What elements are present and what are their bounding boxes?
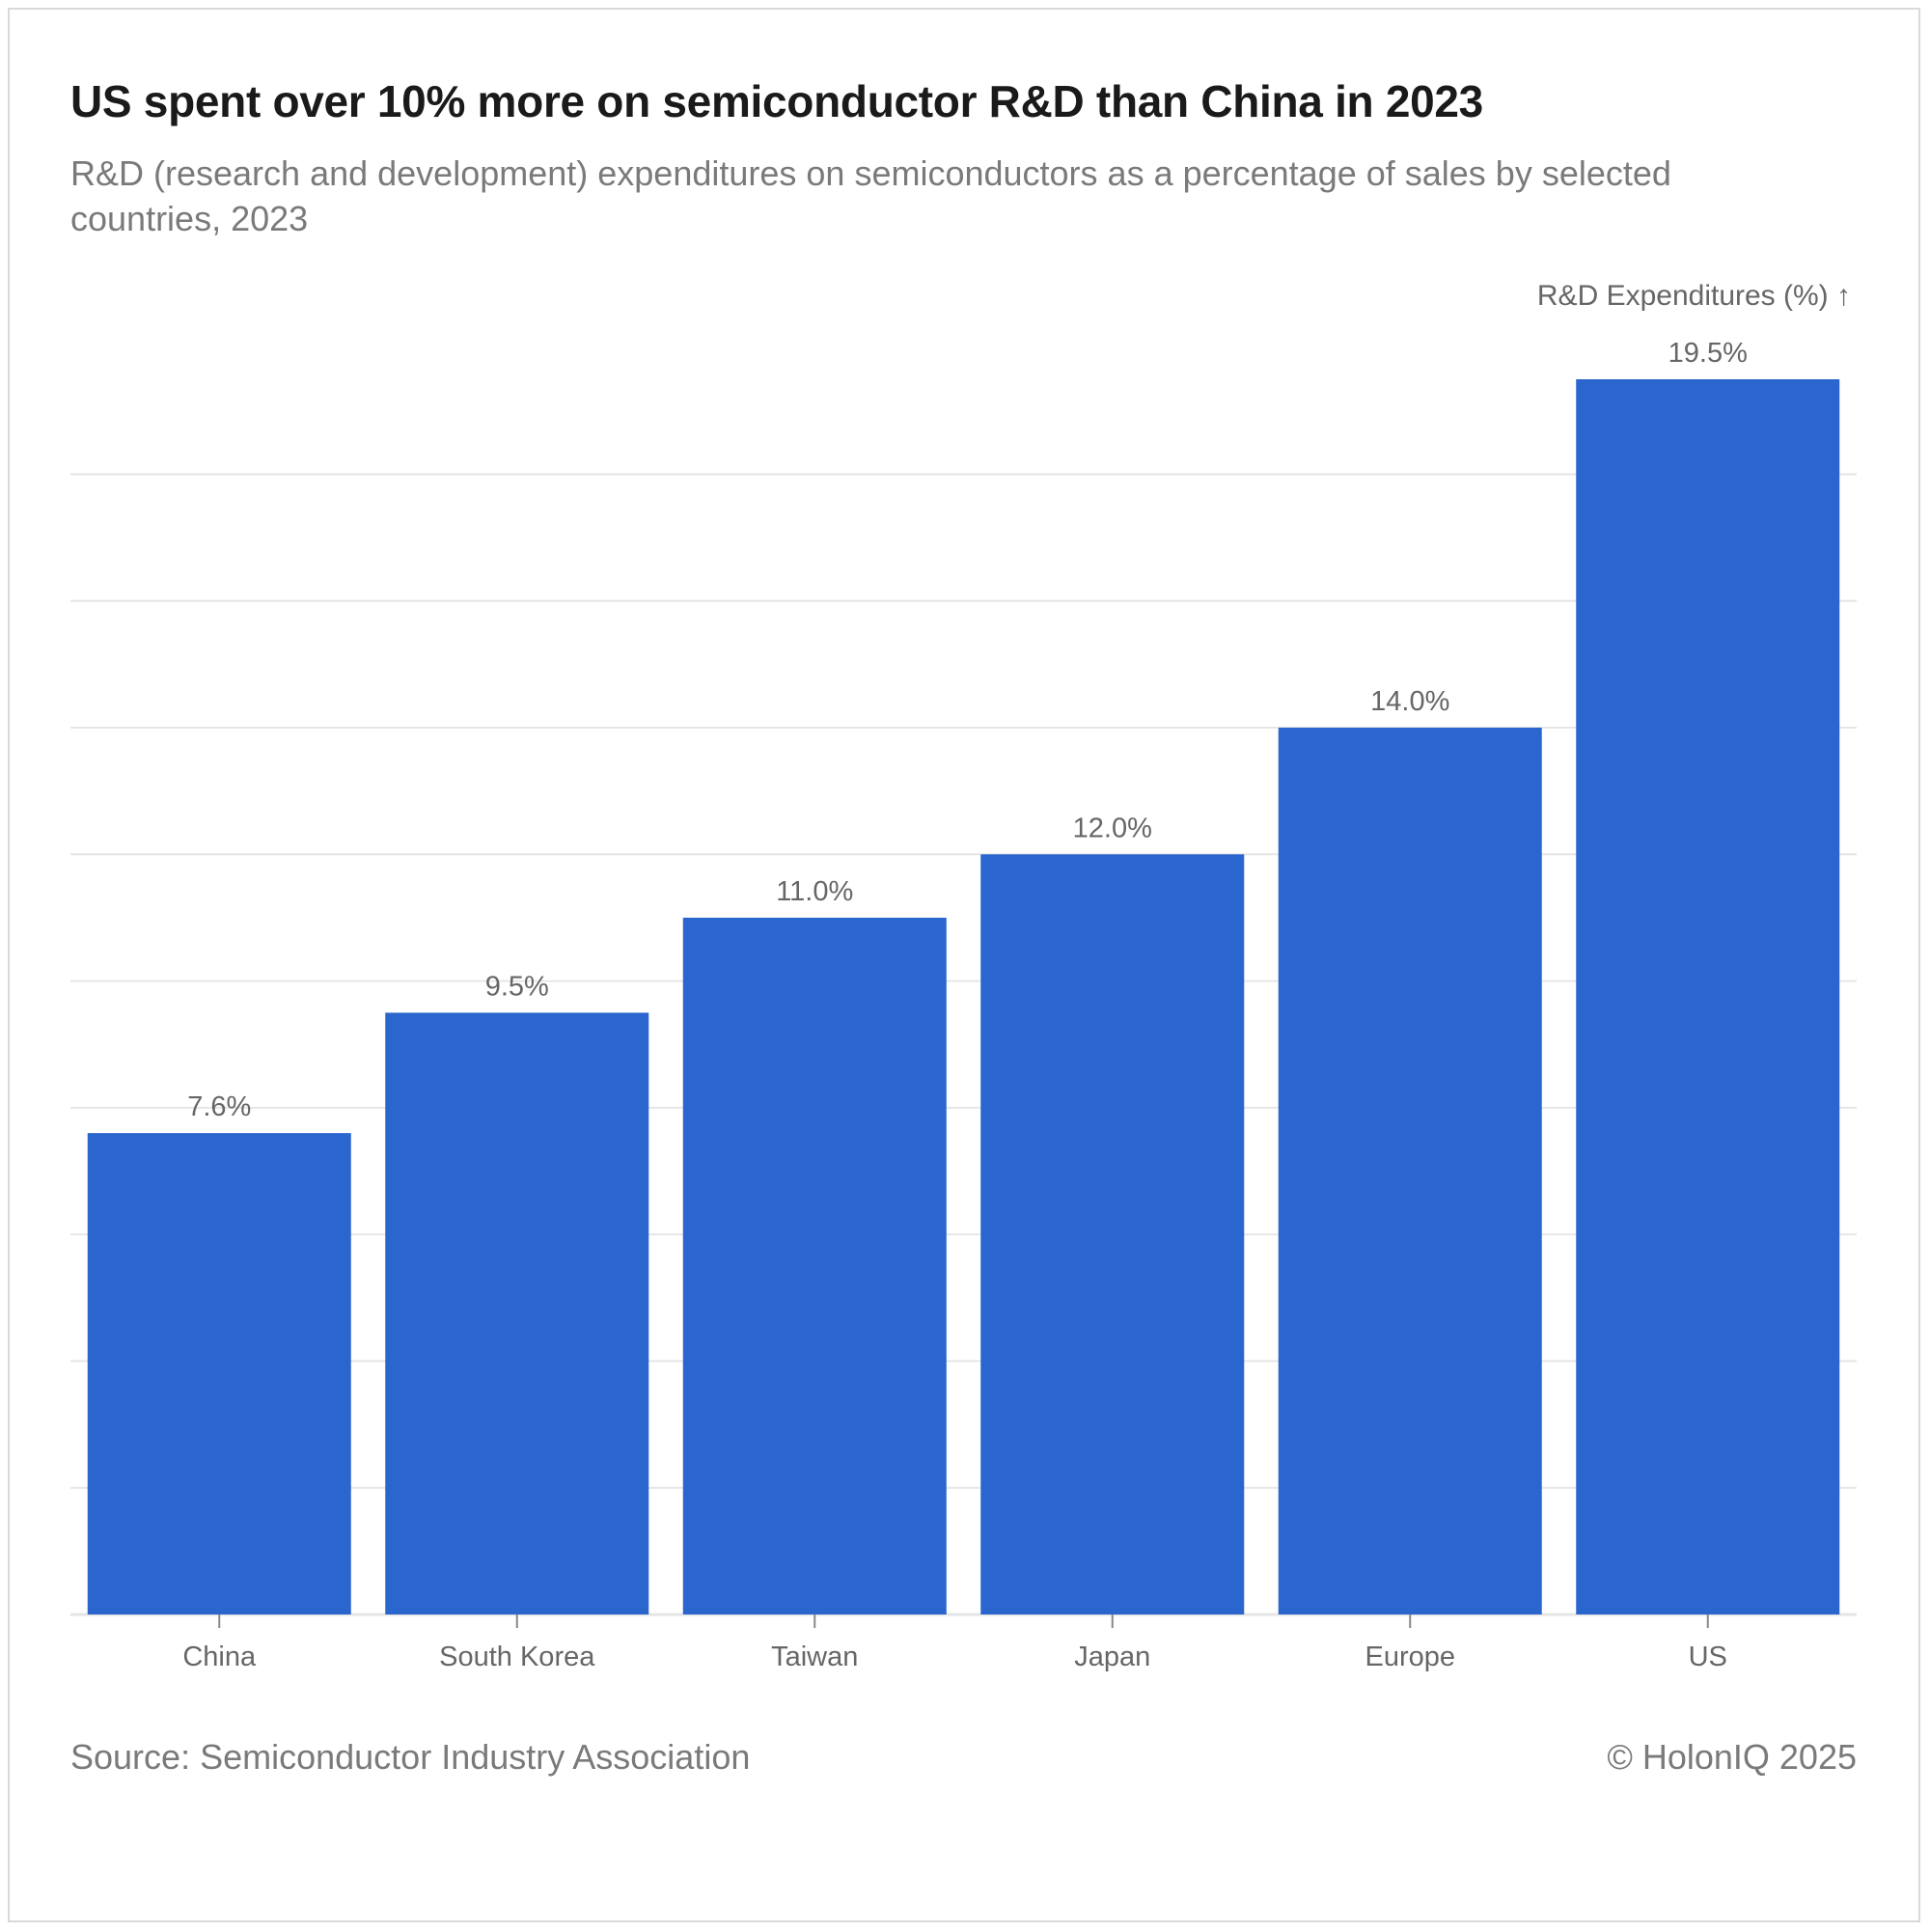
data-labels: 7.6% 9.5% 11.0% 12.0% 14.0% 19.5% xyxy=(187,338,1748,1122)
bar xyxy=(385,1012,649,1615)
bar xyxy=(1576,379,1840,1615)
x-tick-label: China xyxy=(182,1642,257,1672)
data-label: 7.6% xyxy=(187,1091,251,1122)
data-label: 19.5% xyxy=(1668,338,1748,369)
x-axis: China South Korea Taiwan Japan Europe US xyxy=(182,1615,1727,1672)
bars xyxy=(87,379,1840,1615)
bar xyxy=(980,854,1245,1615)
x-tick-label: US xyxy=(1689,1642,1727,1672)
data-label: 14.0% xyxy=(1370,686,1449,717)
data-label: 11.0% xyxy=(776,876,853,907)
data-label: 9.5% xyxy=(485,971,549,1002)
y-axis-label: R&D Expenditures (%) ↑ xyxy=(1537,280,1851,312)
x-tick-label: Taiwan xyxy=(771,1642,858,1672)
x-tick-label: South Korea xyxy=(439,1642,595,1672)
bar xyxy=(87,1133,351,1615)
data-label: 12.0% xyxy=(1073,813,1152,843)
bar xyxy=(682,917,947,1615)
copyright-note: © HolonIQ 2025 xyxy=(1607,1737,1857,1777)
source-note: Source: Semiconductor Industry Associati… xyxy=(70,1737,751,1777)
chart-title: US spent over 10% more on semiconductor … xyxy=(70,76,1483,126)
gridlines xyxy=(70,473,1857,1616)
bar xyxy=(1278,728,1542,1615)
x-tick-label: Europe xyxy=(1365,1642,1455,1672)
chart-subtitle: R&D (research and development) expenditu… xyxy=(70,153,1671,238)
x-tick-label: Japan xyxy=(1074,1642,1150,1672)
